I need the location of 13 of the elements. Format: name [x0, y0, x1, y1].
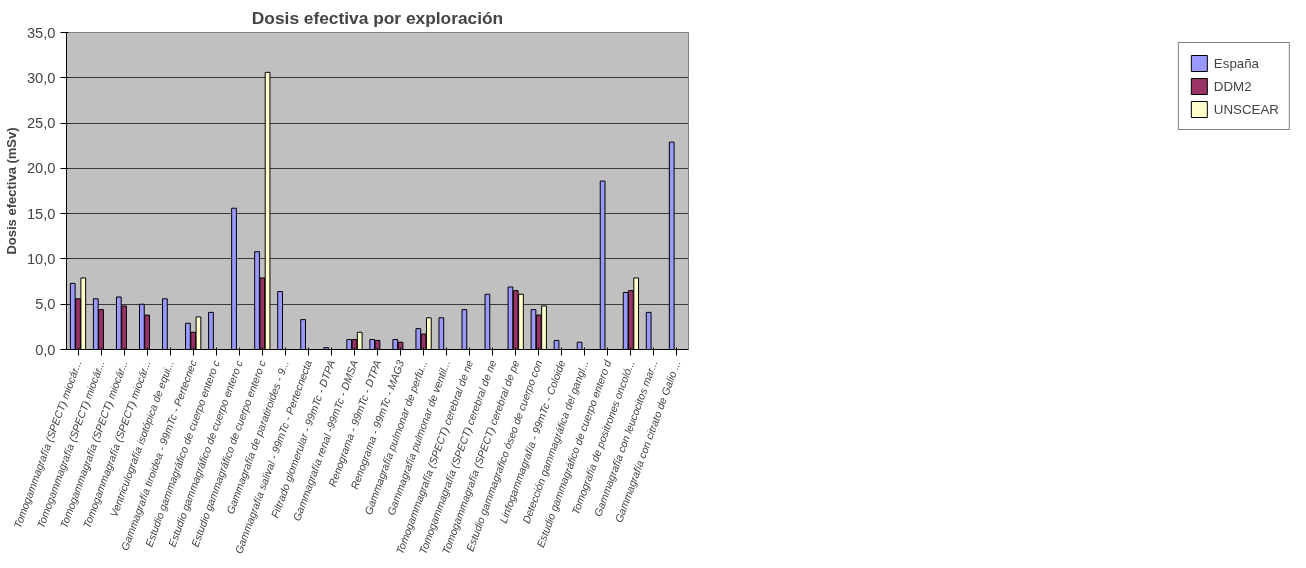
legend-label: UNSCEAR — [1213, 101, 1279, 117]
legend-label: DDM2 — [1213, 78, 1252, 94]
y-axis-title: Dosis efectiva (mSv) — [3, 127, 19, 255]
y-tick-label: 0,0 — [35, 341, 56, 358]
chart-title: Dosis efectiva por exploración — [251, 7, 504, 28]
y-tick-label: 30,0 — [26, 69, 56, 86]
y-tick-label: 15,0 — [26, 205, 56, 222]
y-tick-label: 5,0 — [35, 296, 56, 313]
y-tick-label: 35,0 — [26, 24, 56, 41]
y-tick-label: 20,0 — [26, 160, 56, 177]
legend-label: España — [1213, 55, 1260, 71]
y-tick-label: 25,0 — [26, 115, 56, 132]
y-tick-label: 10,0 — [26, 250, 56, 267]
